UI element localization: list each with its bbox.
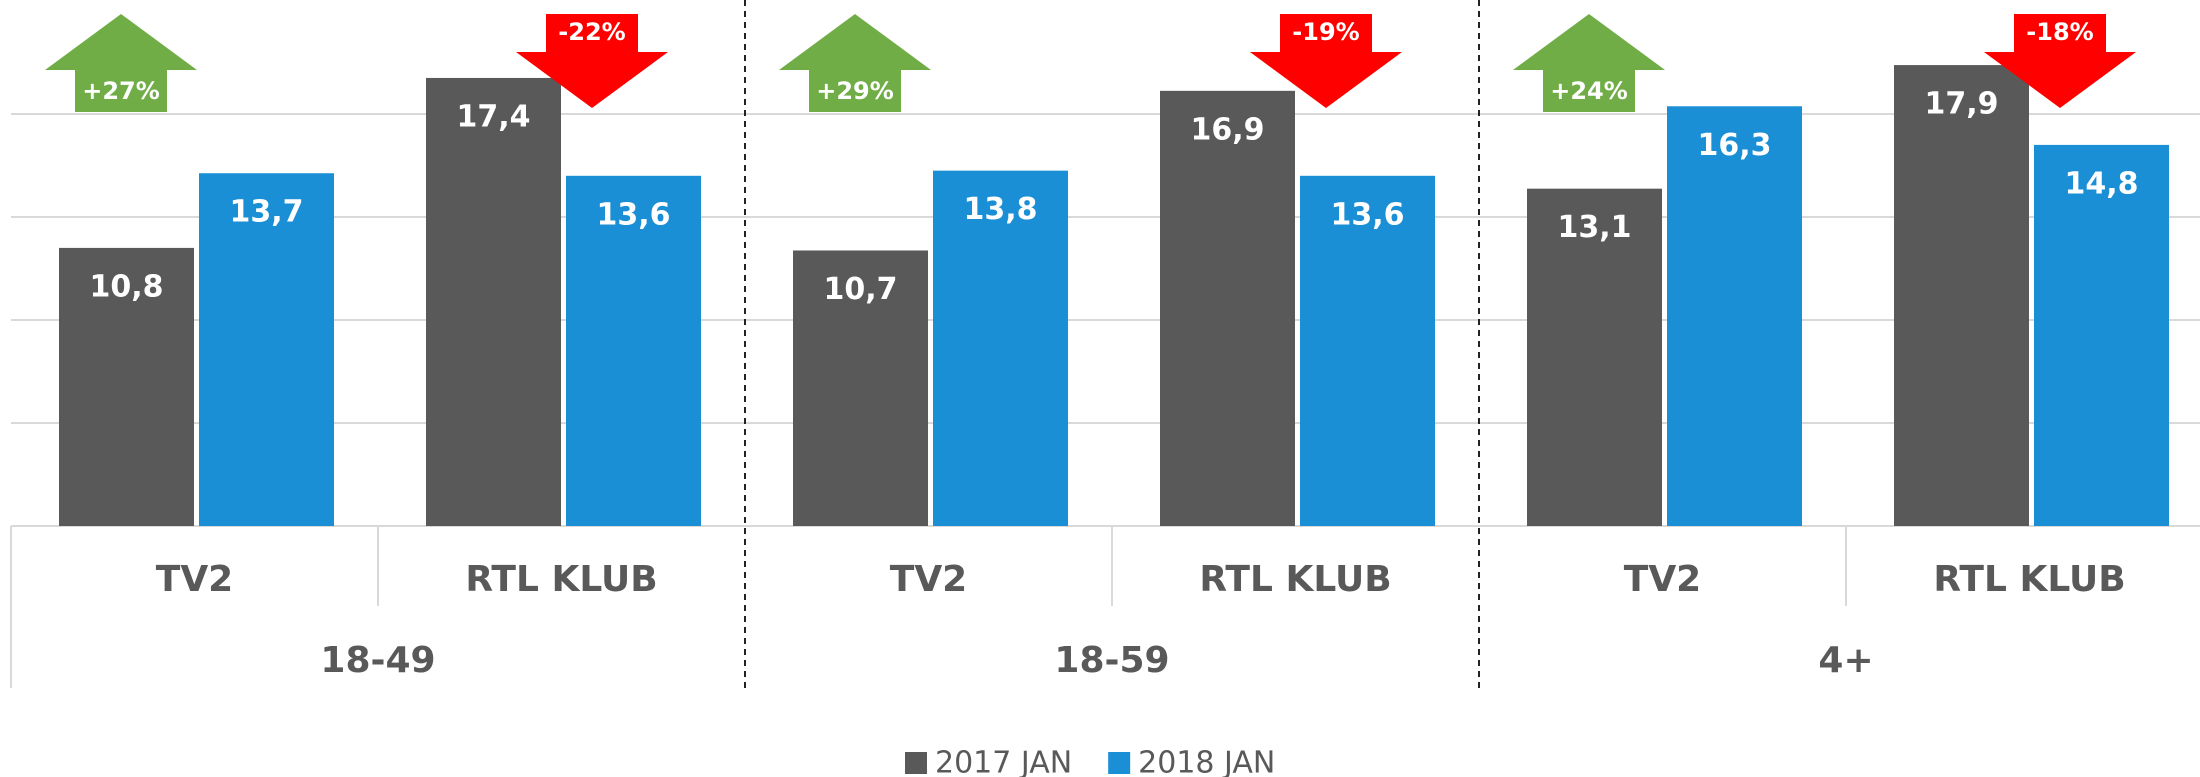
- bar: [1527, 188, 1662, 527]
- value-label: 10,8: [89, 269, 163, 304]
- x-tick-label: TV2: [1624, 559, 1701, 600]
- bar: [793, 250, 928, 526]
- annotation: +29%: [816, 77, 894, 105]
- arrow-down: [1250, 14, 1402, 108]
- value-label: 16,3: [1697, 128, 1771, 163]
- bar: [1300, 175, 1435, 527]
- x-tick-label: RTL KLUB: [1933, 559, 2125, 600]
- arrow-up: [779, 14, 931, 112]
- arrow-up: [1513, 14, 1665, 112]
- x-tick-label: TV2: [890, 559, 967, 600]
- bar: [933, 170, 1068, 526]
- legend-label: 2017 JAN: [935, 746, 1072, 777]
- group-label: 18-59: [1054, 640, 1169, 681]
- value-label: 17,9: [1924, 87, 1998, 122]
- value-label: 14,8: [2064, 166, 2138, 201]
- bar: [566, 175, 701, 527]
- value-label: 10,7: [823, 272, 897, 307]
- bar: [59, 247, 194, 526]
- annotation: -19%: [1292, 18, 1359, 46]
- value-label: 16,9: [1190, 112, 1264, 147]
- arrow-down: [1984, 14, 2136, 108]
- x-tick-label: RTL KLUB: [465, 559, 657, 600]
- group-label: 18-49: [320, 640, 435, 681]
- legend-label: 2018 JAN: [1138, 746, 1275, 777]
- group-label: 4+: [1818, 640, 1873, 681]
- bar: [2034, 144, 2169, 526]
- bar: [426, 77, 561, 526]
- arrow-down: [516, 14, 668, 108]
- legend-swatch: [905, 752, 927, 774]
- x-tick-label: RTL KLUB: [1199, 559, 1391, 600]
- bar: [1894, 65, 2029, 526]
- value-label: 13,6: [596, 197, 670, 232]
- value-label: 13,7: [229, 195, 303, 230]
- annotation: +27%: [82, 77, 160, 105]
- value-label: 13,6: [1330, 197, 1404, 232]
- x-tick-label: TV2: [156, 559, 233, 600]
- annotation: -18%: [2026, 18, 2093, 46]
- bar: [199, 173, 334, 526]
- annotation: +24%: [1550, 77, 1628, 105]
- bar: [1160, 90, 1295, 526]
- value-label: 13,8: [963, 192, 1037, 227]
- value-label: 17,4: [456, 99, 530, 134]
- annotation: -22%: [558, 18, 625, 46]
- arrow-up: [45, 14, 197, 112]
- bar: [1667, 106, 1802, 527]
- value-label: 13,1: [1557, 210, 1631, 245]
- legend-swatch: [1108, 752, 1131, 774]
